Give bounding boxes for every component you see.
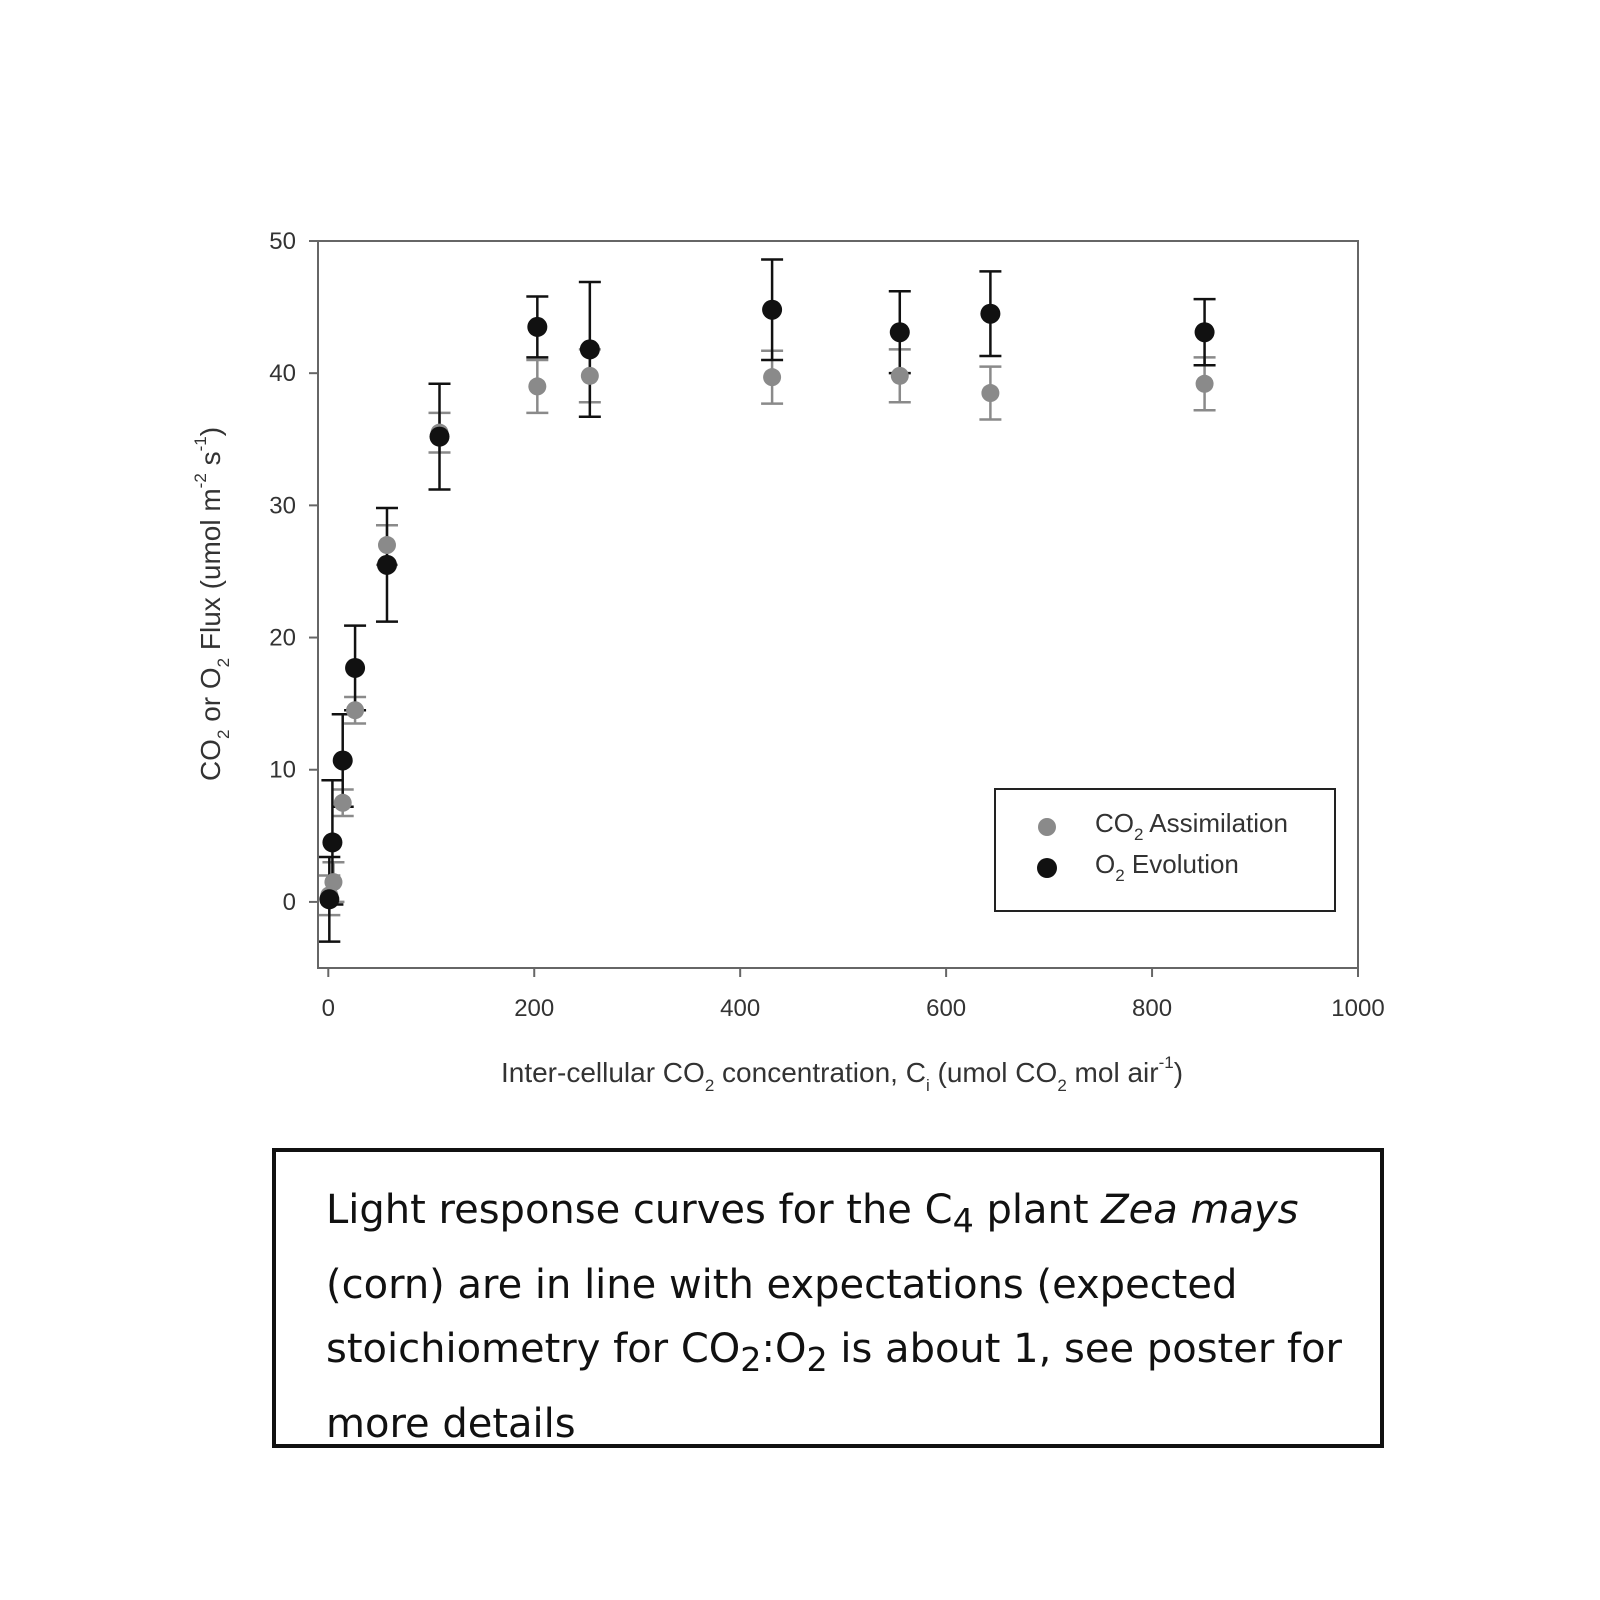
y-tick-label: 30 xyxy=(269,492,296,519)
data-point-o2 xyxy=(345,657,366,678)
data-point-o2 xyxy=(579,339,600,360)
data-point-co2 xyxy=(763,368,782,387)
data-point-o2 xyxy=(429,426,450,447)
data-point-co2 xyxy=(528,377,547,396)
y-tick-label: 40 xyxy=(269,360,296,387)
x-tick-label: 200 xyxy=(514,995,554,1022)
y-axis-title: CO2 or O2 Flux (umol m-2 s-1) xyxy=(191,427,233,781)
data-point-co2 xyxy=(377,536,396,555)
data-point-o2 xyxy=(319,889,340,910)
legend-marker-co2 xyxy=(1038,818,1056,836)
data-point-co2 xyxy=(1195,374,1214,393)
x-tick-label: 600 xyxy=(926,995,966,1022)
data-point-o2 xyxy=(527,316,548,337)
data-point-o2 xyxy=(762,299,783,320)
data-point-o2 xyxy=(889,322,910,343)
legend: CO2 Assimilation O2 Evolution xyxy=(994,788,1336,912)
y-tick-label: 20 xyxy=(269,625,296,652)
y-tick-label: 50 xyxy=(269,228,296,255)
data-point-co2 xyxy=(890,366,909,385)
x-axis-title: Inter-cellular CO2 concentration, Ci (um… xyxy=(501,1053,1183,1095)
y-tick-label: 10 xyxy=(269,757,296,784)
legend-box xyxy=(994,788,1336,912)
legend-marker-o2 xyxy=(1037,858,1057,878)
data-point-o2 xyxy=(980,303,1001,324)
y-tick-label: 0 xyxy=(283,889,296,916)
data-point-o2 xyxy=(332,750,353,771)
flux-chart: 0 200 400 600 800 1000 0 10 20 30 40 50 CO2 Assimil… xyxy=(191,228,1385,1095)
data-point-co2 xyxy=(981,384,1000,403)
data-point-co2 xyxy=(346,701,365,720)
x-tick-label: 0 xyxy=(322,995,335,1022)
data-point-co2 xyxy=(324,873,343,892)
data-point-o2 xyxy=(376,554,397,575)
data-point-co2 xyxy=(580,366,599,385)
data-point-o2 xyxy=(322,832,343,853)
plot-frame xyxy=(317,240,1359,969)
x-tick-label: 800 xyxy=(1132,995,1172,1022)
data-point-co2 xyxy=(333,793,352,812)
legend-label-co2: CO2 Assimilation xyxy=(1095,808,1288,844)
legend-label-o2: O2 Evolution xyxy=(1095,849,1239,885)
x-tick-label: 400 xyxy=(720,995,760,1022)
caption-text: Light response curves for the C4 plant Z… xyxy=(326,1187,1342,1447)
data-point-o2 xyxy=(1194,322,1215,343)
x-tick-label: 1000 xyxy=(1331,995,1384,1022)
caption-box: Light response curves for the C4 plant Z… xyxy=(272,1148,1384,1448)
